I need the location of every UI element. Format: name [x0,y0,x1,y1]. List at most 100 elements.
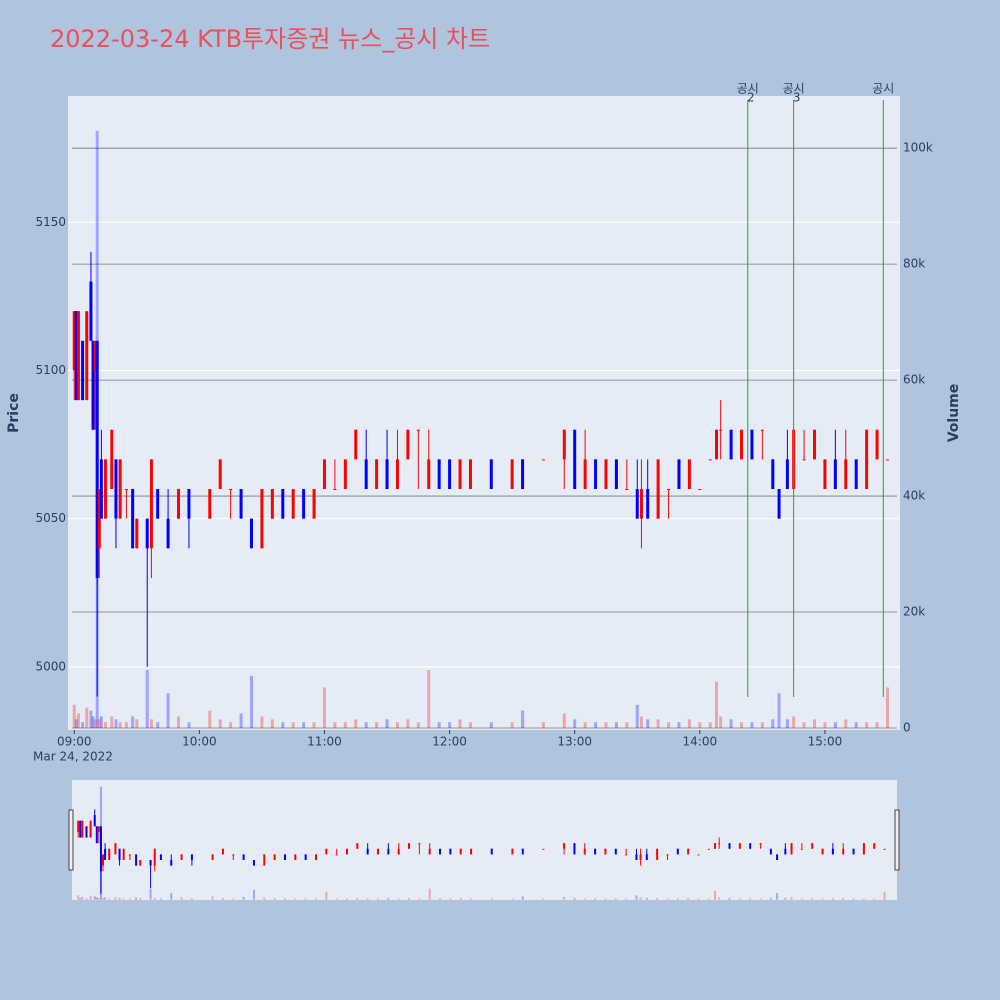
volume-bar [521,710,525,728]
range-handle[interactable] [894,809,900,871]
candle-body [813,429,817,460]
candle-body [854,459,858,490]
mini-volume-bar [366,898,369,900]
volume-bar [639,716,643,728]
y-tick-label: 5150 [35,215,66,229]
mini-candle-body [821,848,824,855]
volume-bar [698,722,702,728]
candle-body [667,489,671,491]
volume-bar [437,722,441,728]
volume-bar [687,719,691,728]
mini-volume-bar [707,898,710,900]
volume-bar [124,722,128,728]
volume-bar [81,722,85,728]
mini-candle-body [149,860,152,866]
x-tick-label: 14:00 [683,735,718,749]
mini-volume-bar [102,897,105,900]
candle-body [74,311,78,401]
volume-bar [854,722,858,728]
candle-body [187,489,191,519]
mini-candle-body [102,854,105,866]
volume-bar [145,670,149,728]
volume-bar [218,719,222,728]
annotation-text: 공시 [872,82,894,96]
volume-bar [312,722,316,728]
y2-tick-label: 20k [903,605,925,619]
mini-candle-body [842,848,845,855]
candle-body [270,489,274,519]
volume-bar [468,722,472,728]
candle-body [625,489,629,491]
mini-candle-body [635,854,638,860]
volume-bar [291,722,295,728]
mini-volume-bar [428,888,431,900]
candle-body [81,340,85,401]
y2-tick-label: 40k [903,489,925,503]
candle-body [218,459,222,490]
candle-body [322,459,326,490]
mini-volume-bar [283,898,286,900]
mini-volume-bar [749,898,752,900]
volume-bar [322,687,326,728]
candle-body [719,429,723,431]
mini-candle-body [79,820,82,838]
volume-bar [875,722,879,728]
mini-candle-body [707,848,710,850]
mini-candle-body [542,848,545,850]
volume-bar [646,719,650,728]
mini-volume-bar [800,898,803,900]
mini-volume-bar [149,888,152,900]
volume-bar [114,719,118,728]
volume-bar [302,722,306,728]
candle-body [802,459,806,461]
annotation-text: 공시 [783,82,805,96]
mini-candle-body [242,854,245,860]
mini-volume-bar [687,897,690,900]
volume-bar [594,722,598,728]
mini-volume-bar [294,898,297,900]
mini-candle-body [108,848,111,860]
candle-body [489,459,493,490]
range-slider[interactable] [72,780,897,900]
mini-volume-bar [542,898,545,900]
mini-candle-body [776,854,779,860]
candle-body [698,489,702,491]
mini-volume-bar [862,898,865,900]
volume-bar [677,722,681,728]
volume-bar [85,707,89,728]
volume-bar [166,693,170,728]
mini-candle-body [521,848,524,855]
candle-body [239,489,243,519]
mini-candle-body [666,854,669,856]
mini-candle-body [639,854,642,860]
volume-bar [656,719,660,728]
candle-body [395,459,399,490]
mini-candle-body [85,826,88,838]
candle-body [135,518,139,549]
volume-bar [104,722,108,728]
mini-volume-bar [511,898,514,900]
volume-bar [156,722,160,728]
candle-body [229,489,233,491]
candle-body [437,459,441,490]
volume-bar [635,704,639,728]
mini-candle-body [852,848,855,855]
mini-candle-body [356,843,359,849]
mini-volume-bar [656,897,659,900]
candle-body [166,518,170,549]
mini-volume-bar [583,898,586,900]
volume-bar [354,719,358,728]
mini-volume-bar [811,897,814,900]
range-handle[interactable] [68,809,74,871]
mini-candle-body [89,820,92,838]
volume-bar [427,670,431,728]
mini-candle-body [883,848,886,850]
candle-body [583,459,587,490]
candle-body [114,459,118,519]
mini-volume-bar [93,896,96,900]
mini-volume-bar [304,898,307,900]
mini-volume-bar [718,897,721,900]
candle-body [541,459,545,461]
x-tick-label: 15:00 [808,735,843,749]
mini-volume-bar [377,898,380,900]
